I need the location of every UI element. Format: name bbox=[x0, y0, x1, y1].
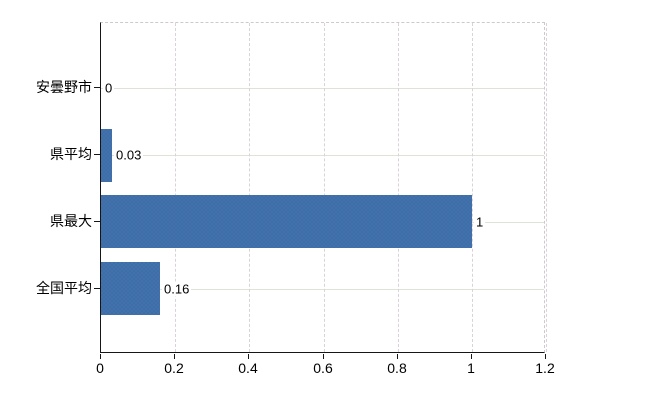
y-tick-label: 県最大 bbox=[50, 213, 92, 229]
y-tick-mark bbox=[94, 221, 100, 222]
x-tick-mark bbox=[248, 354, 249, 359]
x-tick-label: 1 bbox=[467, 360, 475, 376]
x-tick-label: 0.8 bbox=[387, 360, 407, 376]
value-label: 0 bbox=[103, 80, 115, 96]
x-tick-mark bbox=[323, 354, 324, 359]
bar bbox=[101, 129, 112, 182]
x-gridline bbox=[175, 23, 176, 352]
y-tick-mark bbox=[94, 154, 100, 155]
category-gridline bbox=[101, 88, 544, 89]
x-tick-mark bbox=[100, 354, 101, 359]
y-tick-label: 安曇野市 bbox=[36, 79, 92, 95]
value-label: 1 bbox=[474, 214, 486, 230]
y-tick-mark bbox=[94, 87, 100, 88]
bar bbox=[101, 195, 472, 248]
x-tick-label: 0.6 bbox=[313, 360, 333, 376]
category-gridline bbox=[101, 155, 544, 156]
x-gridline bbox=[472, 23, 473, 352]
x-tick-mark bbox=[471, 354, 472, 359]
plot-area: 0 0.03 1 0.16 bbox=[100, 22, 547, 353]
bar bbox=[101, 262, 160, 315]
x-tick-mark bbox=[545, 354, 546, 359]
x-tick-label: 0.2 bbox=[164, 360, 184, 376]
y-tick-label: 全国平均 bbox=[36, 280, 92, 296]
x-tick-label: 0 bbox=[96, 360, 104, 376]
value-label: 0.16 bbox=[162, 281, 192, 297]
category-gridline bbox=[101, 289, 544, 290]
x-gridline bbox=[249, 23, 250, 352]
x-tick-label: 1.2 bbox=[535, 360, 555, 376]
x-tick-mark bbox=[397, 354, 398, 359]
x-gridline bbox=[546, 23, 547, 352]
y-tick-mark bbox=[94, 288, 100, 289]
x-gridline bbox=[324, 23, 325, 352]
x-gridline bbox=[398, 23, 399, 352]
y-tick-label: 県平均 bbox=[50, 146, 92, 162]
x-tick-mark bbox=[174, 354, 175, 359]
x-tick-label: 0.4 bbox=[238, 360, 258, 376]
value-label: 0.03 bbox=[114, 147, 144, 163]
